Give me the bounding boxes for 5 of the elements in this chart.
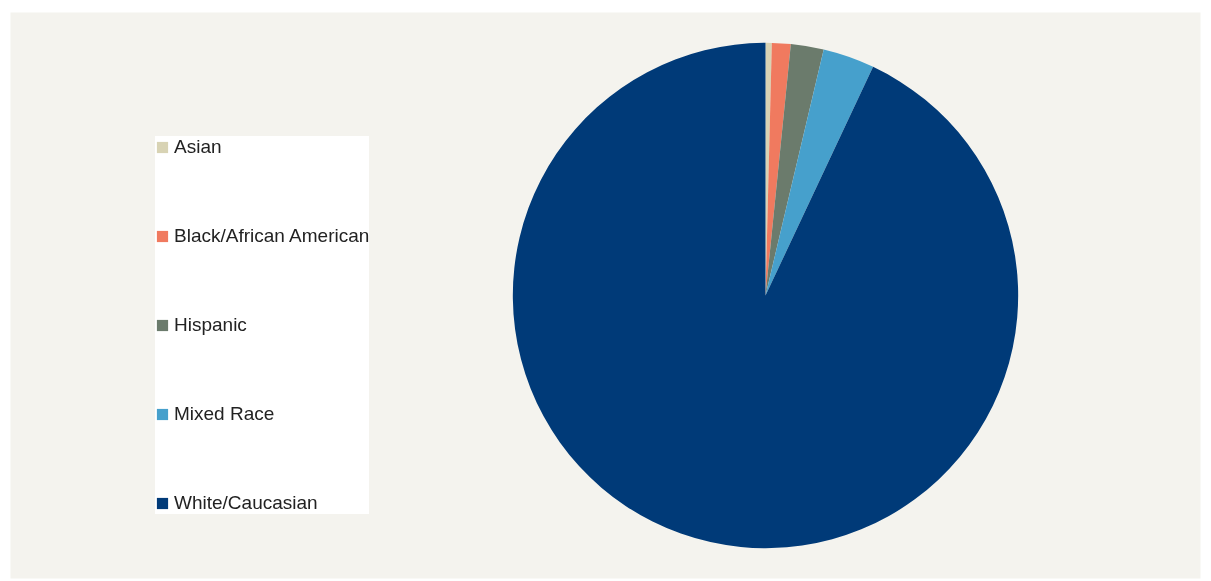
- legend-label: White/Caucasian: [174, 492, 318, 514]
- legend-label: Mixed Race: [174, 403, 275, 425]
- legend-label: Hispanic: [174, 314, 247, 336]
- legend-label: Black/African American: [174, 225, 370, 247]
- legend-label: Asian: [174, 136, 222, 158]
